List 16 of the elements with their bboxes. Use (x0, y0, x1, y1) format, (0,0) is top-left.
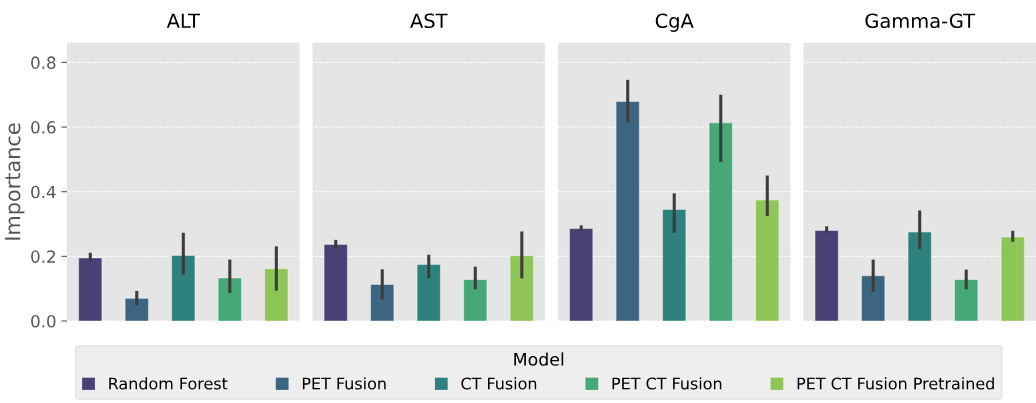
y-tick-label: 0.0 (31, 314, 56, 328)
y-tick-label: 0.4 (31, 185, 56, 199)
legend-label: PET CT Fusion (612, 377, 722, 390)
legend-title: Model (514, 352, 564, 366)
x-tick-label: ALT (166, 13, 201, 28)
y-axis-title: Importance (5, 123, 25, 240)
y-tick-label: 0.6 (31, 121, 56, 134)
legend-label: CT Fusion (461, 377, 537, 390)
x-tick-label: AST (410, 13, 448, 29)
legend-label: Random Forest (109, 377, 228, 390)
x-tick-label: CgA (655, 13, 694, 32)
y-tick-label: 0.8 (31, 56, 56, 69)
y-tick-label: 0.2 (31, 250, 55, 263)
legend-label: PET Fusion (302, 377, 386, 390)
legend-label: PET CT Fusion Pretrained (797, 377, 994, 390)
x-tick-label: Gamma-GT (865, 13, 976, 29)
